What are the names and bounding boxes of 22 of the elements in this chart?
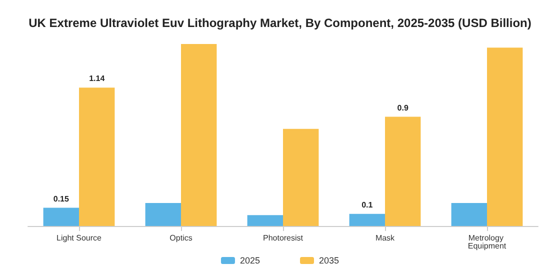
bar — [43, 208, 79, 226]
x-tick-label: Metrology Equipment — [468, 234, 507, 250]
bar — [79, 88, 115, 226]
bar — [349, 214, 385, 226]
bar — [487, 48, 523, 226]
legend-label: 2025 — [240, 256, 260, 266]
bar — [247, 215, 283, 226]
x-tick-label: Light Source — [56, 234, 102, 242]
bar — [181, 44, 217, 226]
x-tick-label: Mask — [375, 234, 396, 242]
x-tick-label: Photoresist — [262, 234, 304, 242]
legend-label: 2035 — [319, 256, 340, 266]
bar — [283, 128, 319, 226]
data-label: 0.15 — [53, 194, 70, 204]
chart-title: UK Extreme Ultraviolet Euv Lithography Market, By Component, 2025-2035 (USD Billion) — [28, 16, 532, 30]
x-tick-label: Optics — [170, 234, 192, 242]
data-label: 0.1 — [362, 200, 374, 210]
bar — [145, 202, 181, 226]
bar — [385, 116, 421, 226]
bar — [451, 202, 487, 226]
data-label: 0.9 — [397, 103, 409, 112]
data-label: 1.14 — [89, 74, 106, 84]
